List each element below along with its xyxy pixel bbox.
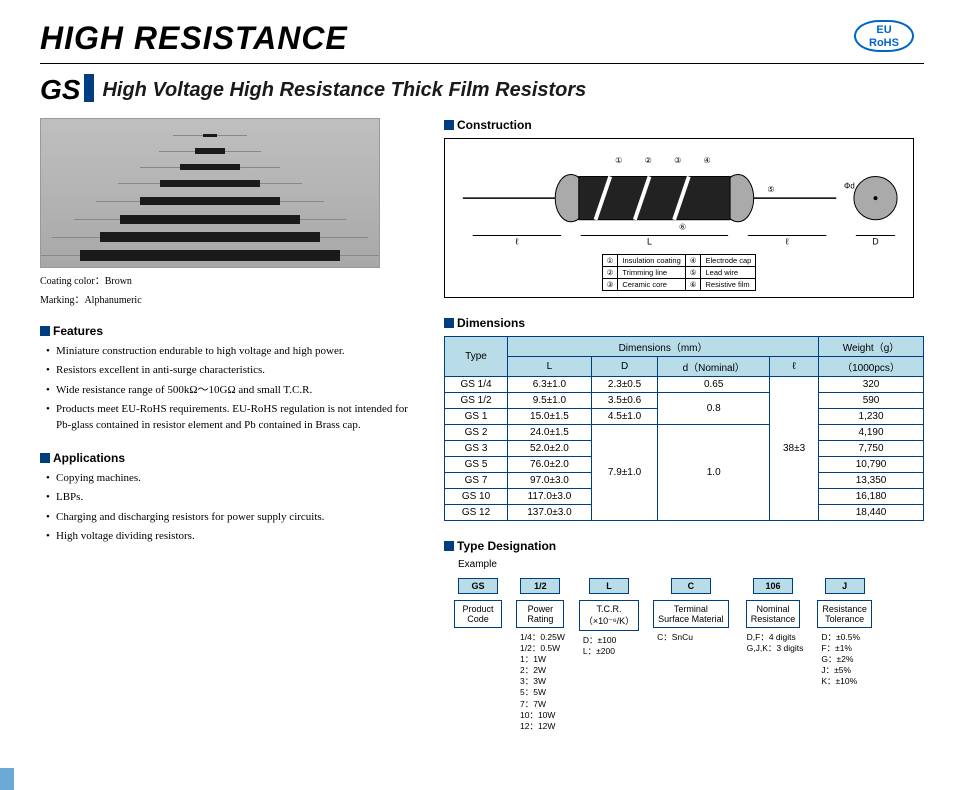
features-heading: Features — [40, 324, 420, 338]
designation-column: C TerminalSurface Material C：SnCu — [653, 578, 729, 731]
designation-row: GS ProductCode 1/2 PowerRating 1/4：0.25W1/2：… — [444, 578, 924, 731]
designation-column: J ResistanceTolerance D：±0.5%F：±1%G：±2%J：±… — [817, 578, 872, 731]
svg-text:③: ③ — [674, 156, 681, 165]
designation-box: T.C.R.（×10⁻⁶/K） — [579, 600, 639, 631]
designation-header: J — [825, 578, 865, 594]
svg-text:⑤: ⑤ — [767, 185, 774, 194]
photo-caption-2: Marking：Alphanumeric — [40, 291, 420, 306]
designation-column: 1/2 PowerRating 1/4：0.25W1/2：0.5W1：1W2：2W3… — [516, 578, 565, 731]
list-item: Products meet EU-RoHS requirements. EU-R… — [46, 402, 420, 433]
subtitle: High Voltage High Resistance Thick Film … — [102, 79, 586, 102]
designation-column: 106 NominalResistance D,F：4 digitsG,J,K：3 … — [743, 578, 804, 731]
designation-box: ResistanceTolerance — [817, 600, 872, 628]
designation-box: ProductCode — [454, 600, 502, 628]
designation-items: C：SnCu — [653, 632, 729, 643]
construction-legend: ①Insulation coating④Electrode cap ②Trimm… — [602, 254, 757, 291]
list-item: LBPs. — [46, 490, 420, 505]
example-label: Example — [444, 559, 924, 570]
designation-column: GS ProductCode — [454, 578, 502, 731]
svg-text:①: ① — [615, 156, 622, 165]
list-item: Charging and discharging resistors for p… — [46, 510, 420, 525]
dimensions-table: Type Dimensions（mm） Weight（g） LDd（Nomina… — [444, 336, 924, 521]
svg-text:L: L — [647, 236, 652, 246]
subtitle-row: GS High Voltage High Resistance Thick Fi… — [40, 74, 924, 106]
designation-box: NominalResistance — [746, 600, 801, 628]
designation-column: L T.C.R.（×10⁻⁶/K） D：±100L：±200 — [579, 578, 639, 731]
main-title: HIGH RESISTANCE — [40, 20, 924, 57]
side-tab — [0, 768, 14, 790]
divider-line — [40, 63, 924, 64]
construction-diagram: L ℓ ℓ D Φd ① ② ③ ④ ⑤ ⑥ ①Insulation coati… — [444, 138, 914, 298]
designation-items: D：±0.5%F：±1%G：±2%J：±5%K：±10% — [817, 632, 872, 687]
designation-header: 106 — [753, 578, 793, 594]
svg-text:ℓ: ℓ — [515, 236, 518, 246]
list-item: High voltage dividing resistors. — [46, 529, 420, 544]
designation-header: GS — [458, 578, 498, 594]
applications-list: Copying machines. LBPs. Charging and dis… — [40, 471, 420, 545]
svg-text:④: ④ — [704, 156, 711, 165]
photo-caption-1: Coating color：Brown — [40, 272, 420, 287]
designation-header: L — [589, 578, 629, 594]
list-item: Wide resistance range of 500kΩ～10GΩ and … — [46, 383, 420, 398]
list-item: Copying machines. — [46, 471, 420, 486]
svg-text:⑥: ⑥ — [679, 223, 686, 232]
designation-box: PowerRating — [516, 600, 564, 628]
list-item: Resistors excellent in anti-surge charac… — [46, 363, 420, 378]
construction-heading: Construction — [444, 118, 924, 132]
dimensions-heading: Dimensions — [444, 316, 924, 330]
designation-header: C — [671, 578, 711, 594]
designation-heading: Type Designation — [444, 539, 924, 553]
designation-items: 1/4：0.25W1/2：0.5W1：1W2：2W3：3W5：5W7：7W10：… — [516, 632, 565, 731]
svg-text:ℓ: ℓ — [786, 236, 789, 246]
product-photo — [40, 118, 380, 268]
svg-text:Φd: Φd — [844, 181, 855, 190]
applications-heading: Applications — [40, 451, 420, 465]
svg-text:D: D — [872, 236, 878, 246]
series-code: GS — [40, 74, 94, 106]
designation-header: 1/2 — [520, 578, 560, 594]
svg-text:②: ② — [645, 156, 652, 165]
designation-items: D,F：4 digitsG,J,K：3 digits — [743, 632, 804, 654]
designation-box: TerminalSurface Material — [653, 600, 729, 628]
designation-items: D：±100L：±200 — [579, 635, 639, 657]
rohs-badge: EU RoHS — [854, 20, 914, 52]
rohs-top: EU — [876, 24, 891, 36]
list-item: Miniature construction endurable to high… — [46, 344, 420, 359]
rohs-bot: RoHS — [869, 37, 899, 49]
features-list: Miniature construction endurable to high… — [40, 344, 420, 433]
